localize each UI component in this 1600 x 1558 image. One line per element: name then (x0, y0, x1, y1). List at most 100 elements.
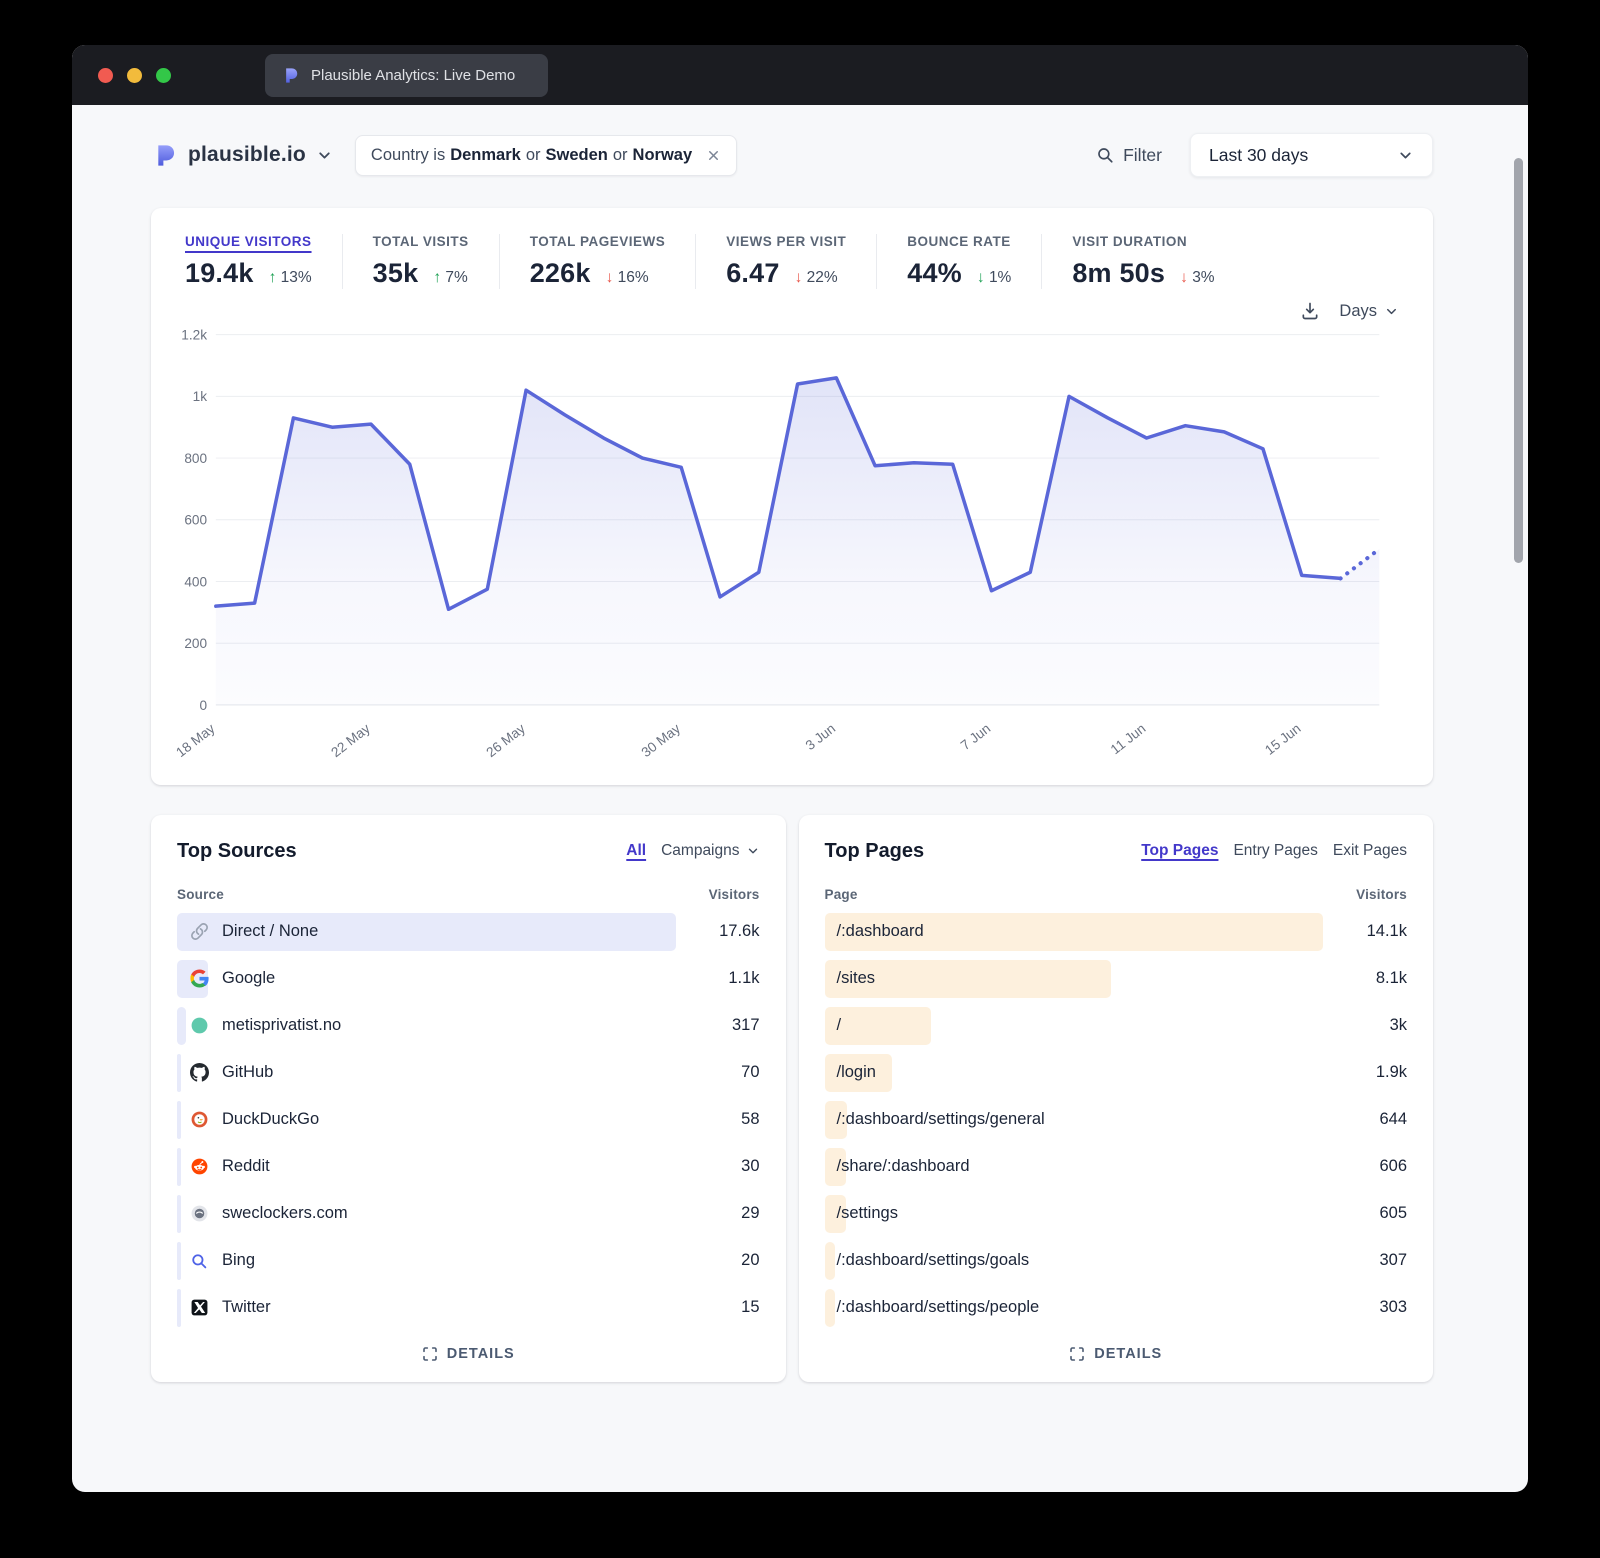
github-icon (189, 1063, 209, 1083)
stat-unique-visitors[interactable]: UNIQUE VISITORS 19.4k ↑ 13% (185, 234, 312, 288)
favicon-dot (189, 1016, 209, 1036)
filter-button[interactable]: Filter (1096, 145, 1162, 166)
pages-list: /:dashboard 14.1k /sites 8.1k / 3k (824, 912, 1407, 1327)
sources-tab-campaigns[interactable]: Campaigns (661, 842, 759, 860)
stat-change: ↓ 16% (605, 269, 649, 286)
stat-bounce-rate[interactable]: BOUNCE RATE 44% ↓ 1% (876, 234, 1041, 289)
stat-value: 8m 50s (1072, 258, 1166, 288)
stat-visit-duration[interactable]: VISIT DURATION 8m 50s ↓ 3% (1041, 234, 1244, 289)
top-sources-title: Top Sources (177, 839, 297, 862)
plausible-favicon (286, 68, 298, 83)
page-row[interactable]: /:dashboard/settings/people 303 (824, 1288, 1407, 1327)
pages-tab-exit-pages[interactable]: Exit Pages (1332, 842, 1407, 860)
source-row[interactable]: metisprivatist.no 317 (177, 1006, 760, 1045)
page-path: /:dashboard (836, 922, 924, 941)
page-path: /login (836, 1063, 876, 1082)
pages-tab-top-pages[interactable]: Top Pages (1141, 842, 1219, 860)
stat-value: 35k (372, 258, 419, 288)
pages-tab-entry-pages[interactable]: Entry Pages (1233, 842, 1318, 860)
svg-text:7 Jun: 7 Jun (958, 721, 994, 753)
svg-text:26 May: 26 May (483, 721, 528, 760)
stat-value: 226k (529, 258, 591, 288)
source-row[interactable]: Bing 20 (177, 1241, 760, 1280)
svg-text:3 Jun: 3 Jun (803, 721, 839, 753)
minimize-window-button[interactable] (127, 67, 142, 83)
stat-change: ↑ 13% (268, 269, 312, 286)
page-row[interactable]: /login 1.9k (824, 1053, 1407, 1092)
close-window-button[interactable] (98, 67, 113, 83)
svg-text:400: 400 (184, 574, 207, 589)
source-label: sweclockers.com (222, 1204, 348, 1223)
stat-views-per-visit[interactable]: VIEWS PER VISIT 6.47 ↓ 22% (695, 234, 876, 289)
svg-text:1.2k: 1.2k (181, 328, 207, 343)
source-bar (177, 1147, 182, 1186)
source-row[interactable]: Google 1.1k (177, 959, 760, 998)
source-visitors: 70 (741, 1063, 760, 1082)
top-sources-panel: Top Sources All Campaigns Source Visitors (151, 814, 786, 1382)
browser-titlebar: Plausible Analytics: Live Demo (72, 45, 1528, 105)
stat-total-pageviews[interactable]: TOTAL PAGEVIEWS 226k ↓ 16% (498, 234, 696, 289)
expand-icon (422, 1347, 437, 1361)
source-row[interactable]: Twitter 15 (177, 1288, 760, 1327)
chevron-down-icon (748, 849, 757, 854)
page-path: /sites (836, 969, 876, 988)
page-bar (824, 1147, 846, 1186)
stat-change: ↓ 22% (794, 269, 838, 286)
page-bar (824, 1194, 846, 1233)
source-bar (177, 1100, 182, 1139)
sources-details-button[interactable]: DETAILS (177, 1346, 760, 1362)
date-range-select[interactable]: Last 30 days (1190, 133, 1433, 177)
source-visitors: 17.6k (719, 922, 760, 941)
page-row[interactable]: / 3k (824, 1006, 1407, 1045)
stat-total-visits[interactable]: TOTAL VISITS 35k ↑ 7% (341, 234, 499, 289)
active-filter-pill[interactable]: Country is Denmark or Sweden or Norway (354, 134, 738, 176)
stat-change: ↓ 1% (976, 269, 1012, 286)
chevron-down-icon (1387, 308, 1396, 314)
remove-filter-icon[interactable] (706, 148, 721, 163)
svg-text:18 May: 18 May (173, 721, 218, 760)
page-row[interactable]: /:dashboard 14.1k (824, 912, 1407, 951)
source-row[interactable]: sweclockers.com 29 (177, 1194, 760, 1233)
site-switcher[interactable]: plausible.io (151, 142, 333, 169)
search-icon (1098, 148, 1113, 163)
zoom-window-button[interactable] (156, 67, 171, 83)
pages-details-button[interactable]: DETAILS (825, 1346, 1408, 1362)
source-label: Google (222, 969, 276, 988)
page-visitors: 644 (1379, 1110, 1407, 1129)
source-visitors: 20 (741, 1251, 760, 1270)
page-scrollbar[interactable] (1514, 158, 1523, 563)
details-label: DETAILS (446, 1345, 515, 1362)
page-row[interactable]: /:dashboard/settings/goals 307 (824, 1241, 1407, 1280)
source-label: Bing (222, 1251, 256, 1270)
svg-text:11 Jun: 11 Jun (1108, 721, 1149, 757)
twitter-x-icon (189, 1298, 209, 1318)
page-bar (824, 1006, 931, 1045)
download-icon[interactable] (1300, 301, 1320, 321)
window-controls (98, 67, 171, 83)
page-row[interactable]: /settings 605 (824, 1194, 1407, 1233)
page-visitors: 8.1k (1375, 969, 1407, 988)
page-row[interactable]: /:dashboard/settings/general 644 (824, 1100, 1407, 1139)
visitors-chart[interactable]: 0 200 400 600 800 1k 1.2k 18 May 22 May 26 May 30 … (171, 321, 1391, 779)
source-label: Direct / None (222, 922, 319, 941)
source-row[interactable]: DuckDuckGo 58 (177, 1100, 760, 1139)
page-path: /:dashboard/settings/general (836, 1110, 1045, 1129)
source-row[interactable]: Direct / None 17.6k (177, 912, 760, 951)
page-row[interactable]: /sites 8.1k (824, 959, 1407, 998)
details-label: DETAILS (1094, 1345, 1163, 1362)
source-label: metisprivatist.no (222, 1016, 342, 1035)
page-visitors: 606 (1379, 1157, 1407, 1176)
filter-button-label: Filter (1123, 144, 1162, 165)
browser-tab[interactable]: Plausible Analytics: Live Demo (265, 54, 548, 97)
source-visitors: 317 (731, 1016, 760, 1035)
svg-text:22 May: 22 May (328, 721, 373, 760)
filter-country: Denmark (450, 145, 521, 164)
sources-tab-all[interactable]: All (626, 842, 647, 860)
source-visitors: 29 (741, 1204, 760, 1223)
source-visitors: 1.1k (728, 969, 760, 988)
page-row[interactable]: /share/:dashboard 606 (824, 1147, 1407, 1186)
source-row[interactable]: Reddit 30 (177, 1147, 760, 1186)
interval-dropdown[interactable]: Days (1339, 302, 1399, 321)
source-label: Reddit (222, 1157, 270, 1176)
source-row[interactable]: GitHub 70 (177, 1053, 760, 1092)
